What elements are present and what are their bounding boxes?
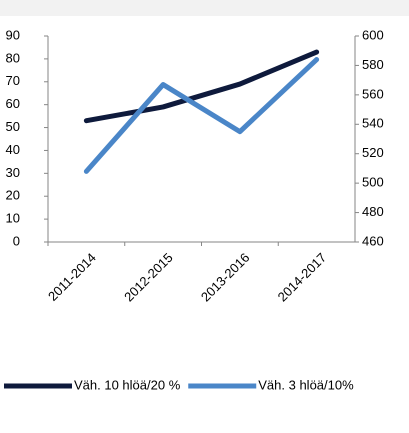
y-tick-label: 30: [6, 165, 20, 180]
y2-tick-label: 500: [362, 175, 384, 190]
legend-label: Väh. 10 hlöä/20 %: [74, 377, 181, 392]
y2-tick-label: 520: [362, 145, 384, 160]
x-tick-label: 2013-2016: [198, 250, 253, 305]
top-strip: [0, 0, 409, 16]
series-line: [83, 49, 320, 124]
y-tick-label: 60: [6, 96, 20, 111]
x-tick-label: 2011-2014: [45, 250, 99, 304]
y2-tick-label: 560: [362, 86, 384, 101]
y2-tick-label: 600: [362, 27, 384, 42]
y-tick-label: 40: [6, 142, 20, 157]
legend-label: Väh. 3 hlöä/10%: [258, 377, 354, 392]
y-tick-label: 20: [6, 188, 20, 203]
y-tick-label: 80: [6, 50, 20, 65]
y2-tick-label: 480: [362, 204, 384, 219]
y2-tick-label: 580: [362, 57, 384, 72]
y-tick-label: 70: [6, 73, 20, 88]
x-tick-label: 2014-2017: [275, 250, 330, 305]
series-line: [83, 57, 320, 174]
y-tick-label: 10: [6, 211, 20, 226]
y2-tick-label: 460: [362, 233, 384, 248]
y-tick-label: 50: [6, 119, 20, 134]
y-tick-label: 90: [6, 27, 20, 42]
y2-tick-label: 540: [362, 116, 384, 131]
x-tick-label: 2012-2015: [121, 250, 176, 305]
y-tick-label: 0: [13, 233, 20, 248]
